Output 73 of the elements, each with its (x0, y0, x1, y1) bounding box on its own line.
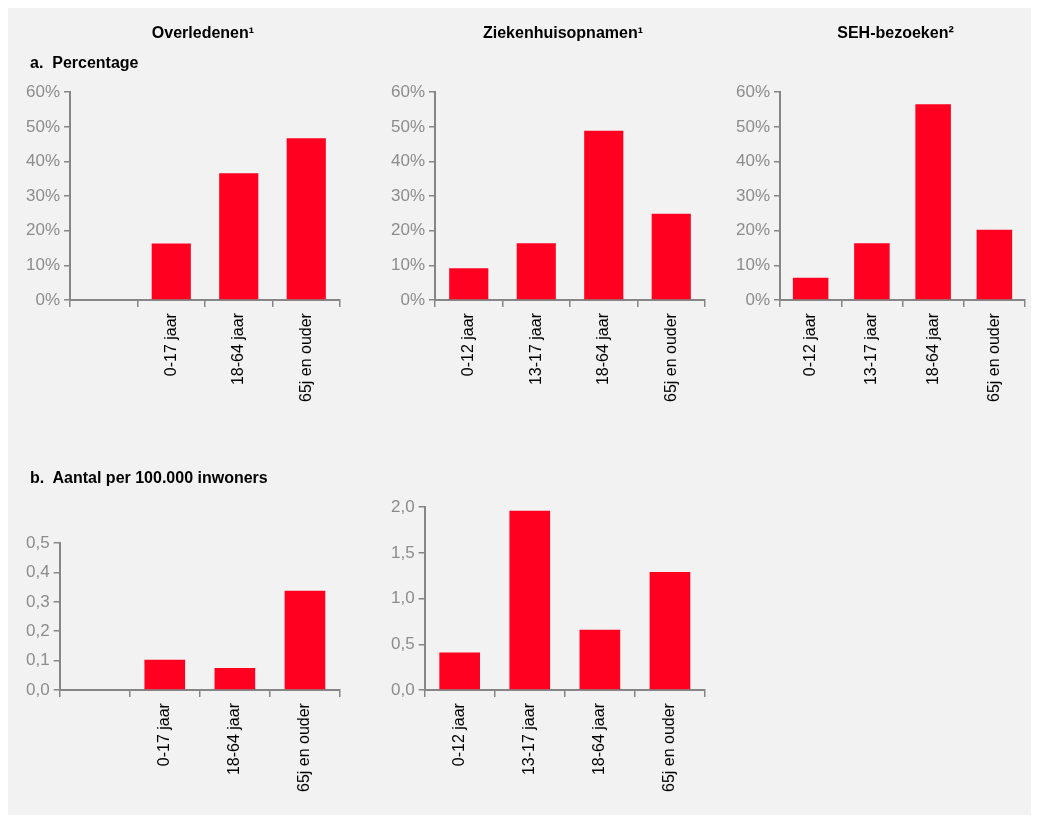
y-tick-label: 0,0 (390, 679, 415, 699)
x-tick-label: 18-64 jaar (590, 702, 608, 776)
y-tick-label: 0,3 (25, 591, 50, 611)
bar (214, 667, 256, 690)
y-tick-label: 20% (735, 220, 771, 240)
y-tick-label: 1,0 (390, 588, 415, 608)
y-tick-label: 40% (390, 151, 426, 171)
y-tick-label: 30% (25, 185, 61, 205)
y-tick-label: 60% (25, 81, 61, 101)
y-tick-label: 40% (25, 151, 61, 171)
x-tick-label: 13-17 jaar (862, 312, 880, 386)
y-tick-label: 50% (25, 116, 61, 136)
chart-title: Ziekenhuisopnamen¹ (482, 24, 644, 42)
x-tick-label: 0-12 jaar (801, 312, 819, 377)
chart-subtitle: b. Aantal per 100.000 inwoners (30, 469, 268, 487)
y-tick-label: 0,4 (25, 562, 50, 582)
y-tick-label: 0,5 (390, 634, 415, 654)
bar (509, 510, 551, 690)
x-tick-label: 0-12 jaar (459, 312, 477, 377)
y-tick-label: 60% (735, 81, 771, 101)
y-tick-label: 50% (390, 116, 426, 136)
chart-title: Overledenen¹ (150, 24, 256, 42)
x-tick-label: 13-17 jaar (520, 702, 538, 776)
x-tick-label: 65j en ouder (984, 312, 1002, 403)
bar (286, 138, 326, 300)
bar (584, 130, 624, 300)
y-tick-label: 1,5 (390, 542, 415, 562)
bar (649, 572, 691, 690)
bar (651, 213, 691, 300)
bar (792, 277, 829, 300)
y-tick-label: 0% (745, 289, 771, 309)
y-tick-label: 30% (735, 185, 771, 205)
y-tick-label: 60% (390, 81, 426, 101)
bar (439, 652, 481, 690)
y-tick-label: 0,2 (25, 620, 50, 640)
bar (151, 243, 191, 300)
x-tick-label: 18-64 jaar (225, 702, 243, 776)
bar (219, 173, 259, 300)
bar (854, 243, 890, 300)
bar (516, 243, 556, 300)
y-tick-label: 20% (390, 220, 426, 240)
x-tick-label: 65j en ouder (660, 702, 678, 793)
x-tick-label: 13-17 jaar (526, 312, 544, 386)
x-tick-label: 18-64 jaar (594, 312, 612, 386)
chart-title: SEH-bezoeken² (836, 24, 955, 42)
x-tick-label: 18-64 jaar (229, 312, 247, 386)
bar (915, 104, 951, 300)
y-tick-label: 50% (735, 116, 771, 136)
y-tick-label: 30% (390, 185, 426, 205)
bar (284, 590, 326, 690)
y-tick-label: 0% (35, 289, 61, 309)
y-tick-label: 10% (25, 255, 61, 275)
x-tick-label: 65j en ouder (296, 312, 314, 403)
y-tick-label: 0,5 (25, 532, 50, 552)
y-tick-label: 10% (735, 255, 771, 275)
y-tick-label: 0,0 (25, 679, 50, 699)
x-tick-label: 0-17 jaar (161, 312, 179, 377)
x-tick-label: 18-64 jaar (923, 312, 941, 386)
bar (144, 659, 186, 690)
y-tick-label: 0% (400, 289, 426, 309)
y-tick-label: 0,1 (25, 650, 50, 670)
x-tick-label: 65j en ouder (295, 702, 313, 793)
y-tick-label: 20% (25, 220, 61, 240)
chart-subtitle: a. Percentage (30, 54, 139, 72)
bar (449, 268, 489, 300)
bar (976, 229, 1013, 300)
x-tick-label: 0-12 jaar (450, 702, 468, 767)
x-tick-label: 65j en ouder (661, 312, 679, 403)
y-tick-label: 40% (735, 151, 771, 171)
y-tick-label: 2,0 (390, 496, 415, 516)
x-tick-label: 0-17 jaar (155, 702, 173, 767)
y-tick-label: 10% (390, 255, 426, 275)
bar (579, 629, 621, 690)
